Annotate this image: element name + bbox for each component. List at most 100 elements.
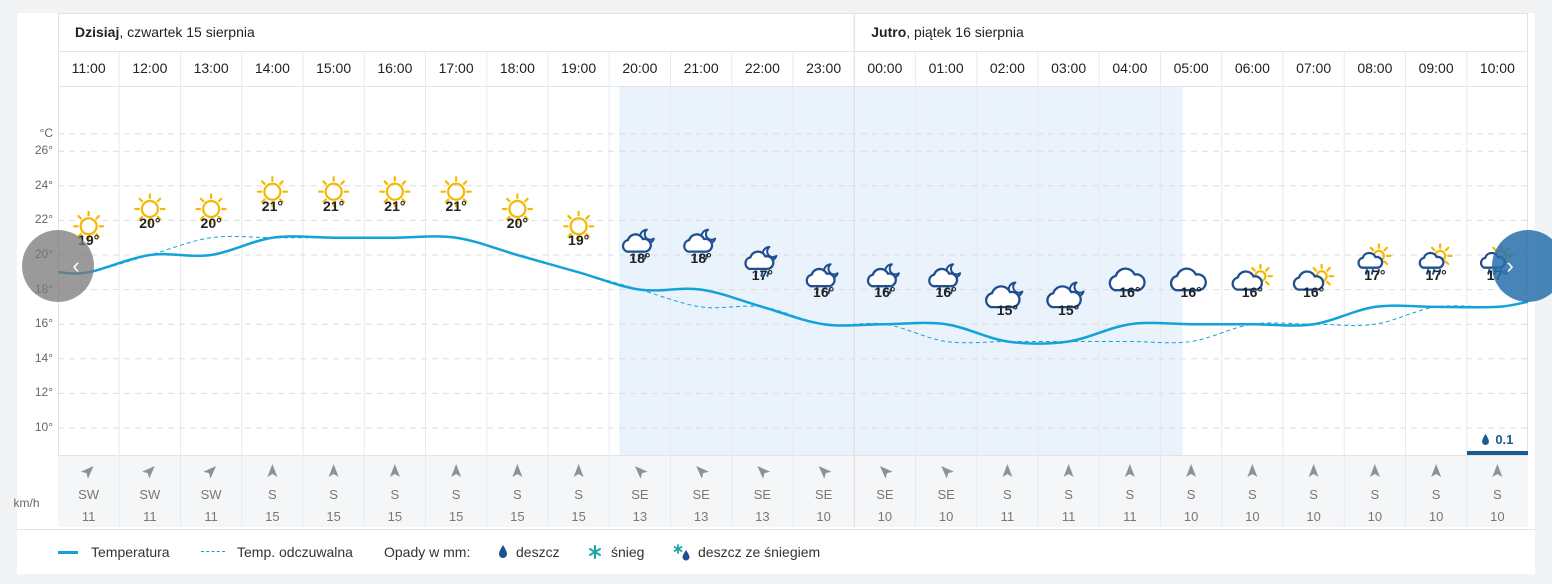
wind-speed: 15 [387,509,403,524]
sun-cloud-icon [1292,263,1335,291]
wind-arrow-icon [142,466,155,479]
precipitation-bar [1466,451,1528,455]
y-tick-label: 26° [34,143,53,158]
hour-label: 11:00 [71,60,106,76]
day-date: , piątek 16 sierpnia [906,24,1024,40]
hour-label: 20:00 [622,60,658,76]
wind-speed: 10 [1306,509,1321,524]
wind-arrow-icon [573,464,584,477]
wind-direction: S [268,487,277,502]
wind-arrow-icon [267,464,278,477]
scroll-right-button[interactable]: › [1492,230,1552,302]
wind-direction: S [1431,487,1441,502]
feels-like-line-swatch [201,551,225,552]
wind-direction: S [1370,487,1380,502]
hour-label: 21:00 [683,60,719,76]
temperature-label: 21° [445,197,467,214]
sun-rain-icon [1357,243,1392,275]
night-rain-icon [805,263,839,295]
sun-icon [501,193,533,225]
temperature-label: 16° [935,284,957,301]
wind-direction: S [1064,487,1073,502]
hour-label: 01:00 [928,60,964,76]
sun-icon [134,193,166,225]
wind-arrow-icon [879,466,893,479]
temperature-label: 20° [200,215,222,231]
wind-speed: 11 [204,509,218,524]
day-header-today: Dzisiaj, czwartek 15 sierpnia [58,13,854,51]
wind-speed: 15 [571,509,586,524]
y-tick-label: 24° [34,177,53,192]
cloud-icon [1169,267,1207,292]
temperature-label: 17° [751,266,773,283]
night-rain-icon [621,228,655,260]
hour-label: 05:00 [1173,60,1209,76]
temperature-label: 16° [1180,284,1202,301]
wind-arrow-icon [1369,464,1380,477]
cloud-icon [1108,267,1146,292]
wind-direction: S [1125,487,1135,502]
wind-speed: 10 [1490,509,1505,524]
hour-label: 19:00 [561,60,597,76]
sun-icon [256,176,288,208]
wind-direction: SW [78,487,100,502]
y-tick-label: 12° [34,385,53,400]
wind-direction: SE [937,487,955,502]
legend-rain: deszcz [516,544,560,560]
wind-speed: 10 [816,509,831,524]
wind-arrow-icon [328,464,339,477]
day-date: , czwartek 15 sierpnia [119,24,255,40]
temperature-label: 16° [874,284,896,301]
hour-label: 22:00 [744,60,780,76]
hour-label: 14:00 [254,60,290,76]
rain-drop-icon [1482,433,1490,445]
wind-arrow-icon [941,466,954,479]
hour-label: 04:00 [1112,60,1148,76]
wind-speed: 15 [448,509,464,524]
wind-direction: SE [631,487,649,502]
wind-direction: S [574,487,583,502]
wind-arrow-icon [203,466,217,479]
hour-label: 03:00 [1051,60,1087,76]
wind-direction: S [390,487,400,502]
scroll-left-button[interactable]: ‹ [22,230,94,302]
wind-speed: 13 [755,509,770,524]
temperature-label: 16° [1119,284,1141,301]
precipitation-value: 0.1 [1467,432,1528,447]
sun-icon [195,193,227,225]
temperature-line [57,235,1529,345]
wind-speed: 15 [265,509,280,524]
wind-arrow-icon [451,464,462,477]
rain-drop-icon [499,545,507,558]
temperature-label: 15° [1058,301,1080,318]
wind-arrow-icon [389,464,400,477]
temperature-label: 21° [323,197,345,214]
wind-speed: 11 [81,509,96,524]
wind-direction: S [1003,487,1012,502]
temperature-label: 18° [690,249,712,266]
wind-speed: 15 [326,509,341,524]
wind-direction: SE [692,487,710,502]
wind-arrow-icon [512,464,523,477]
wind-arrow-icon [634,466,648,479]
legend-snow: śnieg [611,544,645,560]
legend-temperature: Temperatura [91,544,170,560]
night-cloud-icon [1046,281,1085,309]
legend-sleet: deszcz ze śniegiem [698,544,821,560]
temperature-label: 16° [1303,284,1325,301]
temperature-label: 16° [813,284,835,301]
day-name: Jutro [871,24,907,40]
wind-speed: 11 [1123,509,1137,524]
sun-icon [440,176,472,208]
y-tick-label: 16° [34,316,53,331]
wind-speed: 10 [1245,509,1260,524]
wind-unit-label: km/h [13,496,40,510]
day-name: Dzisiaj [75,24,120,40]
temperature-label: 21° [261,197,283,214]
wind-direction: SE [876,487,894,502]
wind-speed: 10 [877,509,893,524]
night-rain-icon [928,263,962,295]
wind-direction: S [1309,487,1318,502]
wind-speed: 10 [1428,509,1444,524]
